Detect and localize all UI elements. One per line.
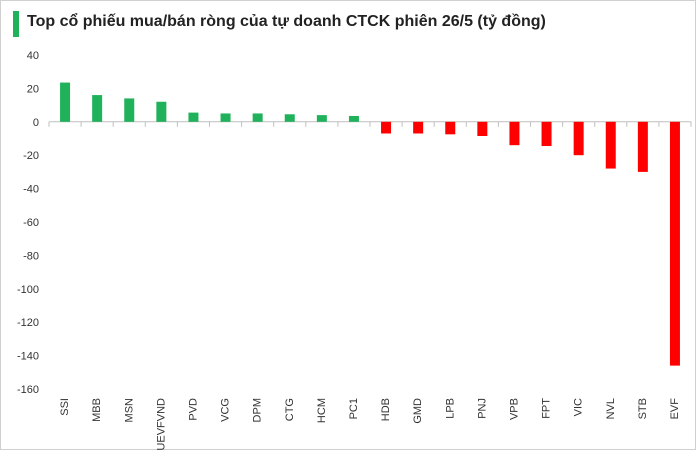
x-tick-label: FPT xyxy=(541,398,553,419)
x-tick-label: VPB xyxy=(508,398,520,420)
bar-vic xyxy=(573,121,584,156)
x-tick-label: MBB xyxy=(91,398,103,422)
x-tick-label: PC1 xyxy=(348,398,360,419)
bar-msn xyxy=(124,98,135,122)
bar-hcm xyxy=(316,115,327,122)
x-tick-label: VIC xyxy=(573,398,585,416)
y-tick-label: -20 xyxy=(23,150,39,162)
x-tick-label: VCG xyxy=(220,398,232,422)
chart-title: Top cổ phiếu mua/bán ròng của tự doanh C… xyxy=(27,13,546,30)
bar-ctg xyxy=(284,114,295,122)
bar-dpm xyxy=(252,113,263,122)
bar-stb xyxy=(637,121,648,172)
x-tick-label: FUEVFVND xyxy=(155,398,167,451)
bar-pc1 xyxy=(348,115,359,122)
bar-nvl xyxy=(605,121,616,169)
bar-ssi xyxy=(60,82,71,122)
x-tick-label: LPB xyxy=(444,398,456,419)
y-tick-labels: 40 20 0 -20 -40 -60 -80 -100 -120 -140 -160 xyxy=(17,50,39,396)
y-tick-label: -100 xyxy=(17,284,39,296)
x-tick-labels: SSI MBB MSN FUEVFVND PVD VCG DPM CTG HCM PC1 HDB GM… xyxy=(59,398,681,451)
bar-lpb xyxy=(445,121,456,135)
title-accent-bar xyxy=(13,11,19,37)
bar-vcg xyxy=(220,113,231,122)
x-tick-label: MSN xyxy=(123,398,135,423)
bar-evf xyxy=(669,121,680,366)
bar-pnj xyxy=(477,121,488,136)
bar-mbb xyxy=(92,95,103,122)
y-tick-label: -140 xyxy=(17,351,39,363)
x-tick-label: HCM xyxy=(316,398,328,423)
x-tick-label: EVF xyxy=(669,398,681,420)
x-tick-label: GMD xyxy=(412,398,424,424)
bar-pvd xyxy=(188,112,199,122)
x-tick-label: HDB xyxy=(380,398,392,421)
x-tick-label: NVL xyxy=(605,398,617,419)
x-tick-label: CTG xyxy=(284,398,296,421)
y-tick-label: -120 xyxy=(17,317,39,329)
y-tick-label: -40 xyxy=(23,184,39,196)
x-tick-label: PNJ xyxy=(476,398,488,419)
bar-vpb xyxy=(509,121,520,146)
x-tick-label: PVD xyxy=(187,398,199,421)
y-tick-label: 20 xyxy=(27,83,39,95)
bar-gmd xyxy=(413,121,424,134)
y-tick-label: -60 xyxy=(23,217,39,229)
bar-fuevfvnd xyxy=(156,101,167,122)
y-tick-label: -160 xyxy=(17,384,39,396)
bar-hdb xyxy=(381,121,392,134)
bar-fpt xyxy=(541,121,552,147)
y-tick-label: 40 xyxy=(27,50,39,62)
x-tick-label: SSI xyxy=(59,398,71,416)
y-tick-label: 0 xyxy=(33,117,39,129)
x-tick-label: DPM xyxy=(252,398,264,422)
bars xyxy=(60,82,680,366)
x-tick-label: STB xyxy=(637,398,649,419)
axes xyxy=(48,121,692,127)
y-tick-label: -80 xyxy=(23,250,39,262)
